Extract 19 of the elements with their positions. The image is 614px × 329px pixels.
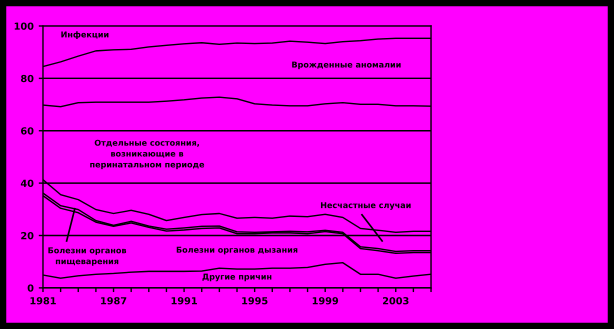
annotation: Болезни органов дызания [176,246,298,254]
y-tick-label: 20 [21,232,34,240]
annotation: Другие причин [202,274,272,282]
annotation: Инфекции [61,31,108,40]
y-tick-label: 100 [14,22,34,30]
y-tick-label: 0 [28,284,34,292]
annotation: Отдельные состояния, возникающие в перинатальном периоде [90,140,204,170]
x-tick-label: 1991 [172,297,197,304]
x-tick-label: 2003 [382,297,409,304]
annotation: Болезни органов пищеварения [48,247,126,266]
y-tick-label: 60 [21,127,34,135]
x-tick-label: 1987 [101,297,126,304]
y-tick-label: 80 [21,74,34,82]
annotation: Врожденные аномалии [292,62,401,70]
x-tick-label: 1999 [312,297,338,304]
x-tick-label: 1981 [30,297,56,304]
y-tick-label: 40 [20,180,34,187]
annotation: Несчастные случаи [320,202,411,210]
x-tick-label: 1995 [242,297,268,304]
